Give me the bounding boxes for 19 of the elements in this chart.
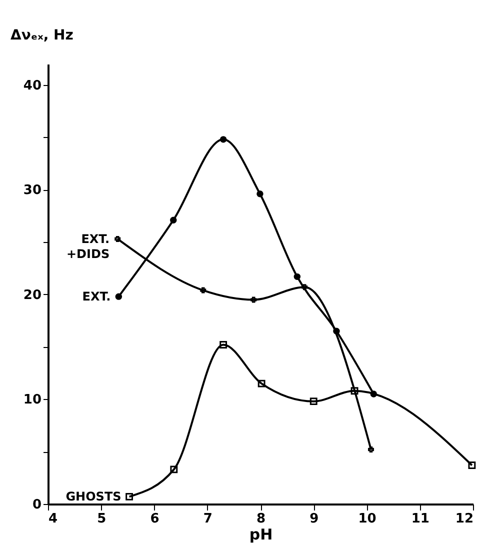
x-axis-title: pH — [249, 526, 273, 544]
x-tick-label: 10 — [358, 512, 376, 526]
y-tick-label: 20 — [23, 288, 42, 303]
y-tick-label: 30 — [23, 183, 42, 198]
x-tick-label: 8 — [256, 512, 266, 526]
series-label: GHOSTS — [66, 490, 122, 504]
x-tick-label: 7 — [203, 512, 212, 526]
x-tick-label: 6 — [150, 512, 160, 526]
x-tick-label: 11 — [411, 512, 430, 526]
y-tick-label: 10 — [23, 392, 42, 408]
series-label: EXT. — [82, 290, 111, 304]
y-axis-title: Δνₑₓ, Hz — [10, 28, 74, 44]
series-label: EXT. +DIDS — [66, 232, 110, 261]
x-tick-label: 4 — [48, 512, 58, 526]
x-tick-label: 12 — [455, 512, 474, 526]
y-tick-label: 40 — [23, 78, 42, 94]
x-tick-label: 9 — [310, 512, 319, 526]
y-tick-label: 0 — [32, 498, 42, 512]
x-tick-label: 5 — [97, 512, 106, 526]
